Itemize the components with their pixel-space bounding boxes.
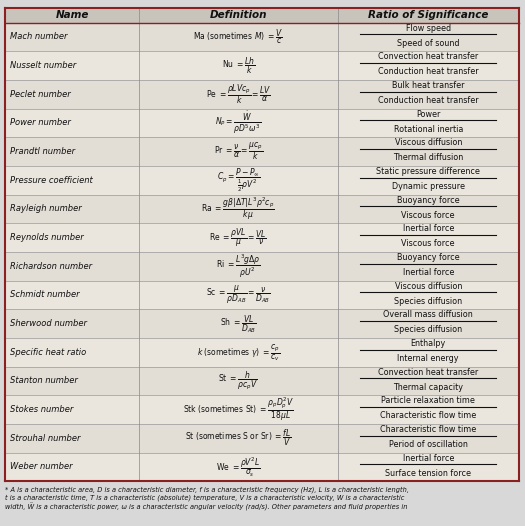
Text: * A is a characteristic area, D is a characteristic diameter, f is a characteris: * A is a characteristic area, D is a cha… [5,487,410,511]
Bar [5,137,519,166]
Text: Nusselt number: Nusselt number [10,61,77,70]
Text: Conduction heat transfer: Conduction heat transfer [378,96,478,105]
Text: Pe $=\dfrac{\rho LVc_p}{k}=\dfrac{LV}{\alpha}$: Pe $=\dfrac{\rho LVc_p}{k}=\dfrac{LV}{\a… [206,83,271,106]
Bar [5,23,519,52]
Text: Viscous force: Viscous force [402,239,455,248]
Bar [5,252,519,281]
Text: Enthalpy: Enthalpy [411,339,446,348]
Text: Overall mass diffusion: Overall mass diffusion [383,310,473,319]
Text: Rayleigh number: Rayleigh number [10,205,82,214]
Text: Species diffusion: Species diffusion [394,325,463,334]
Text: Sh $=\dfrac{VL}{D_{AB}}$: Sh $=\dfrac{VL}{D_{AB}}$ [220,312,257,335]
Text: Stokes number: Stokes number [10,405,74,414]
Text: Speed of sound: Speed of sound [397,38,459,47]
Text: Period of oscillation: Period of oscillation [389,440,468,449]
Text: Convection heat transfer: Convection heat transfer [378,53,478,62]
Text: Prandtl number: Prandtl number [10,147,76,156]
Text: $N_P=\dfrac{\dot{W}}{\rho D^5\omega^3}$: $N_P=\dfrac{\dot{W}}{\rho D^5\omega^3}$ [215,109,261,136]
Text: Thermal diffusion: Thermal diffusion [393,153,464,162]
Text: Pr $=\dfrac{\nu}{\alpha}=\dfrac{\mu c_p}{k}$: Pr $=\dfrac{\nu}{\alpha}=\dfrac{\mu c_p}… [214,141,263,162]
Text: Viscous force: Viscous force [402,210,455,219]
Text: Species diffusion: Species diffusion [394,297,463,306]
Bar [5,367,519,396]
Text: Weber number: Weber number [10,462,73,471]
Bar [5,52,519,80]
Text: Characteristic flow time: Characteristic flow time [380,425,476,434]
Text: Nu $=\dfrac{\mathit{Lh}}{k}$: Nu $=\dfrac{\mathit{Lh}}{k}$ [222,55,255,76]
Text: $C_p=\dfrac{P-P_\infty}{\frac{1}{2}\rho V^2}$: $C_p=\dfrac{P-P_\infty}{\frac{1}{2}\rho … [216,167,260,194]
Bar [5,8,519,23]
Bar [5,424,519,452]
Bar [5,281,519,309]
Text: Inertial force: Inertial force [403,268,454,277]
Text: Convection heat transfer: Convection heat transfer [378,368,478,377]
Text: Richardson number: Richardson number [10,262,92,271]
Text: Inertial force: Inertial force [403,454,454,463]
Bar [5,338,519,367]
Bar [5,452,519,481]
Text: Peclet number: Peclet number [10,90,71,99]
Text: Flow speed: Flow speed [406,24,451,33]
Text: St $=\dfrac{h}{\rho c_p V}$: St $=\dfrac{h}{\rho c_p V}$ [218,370,258,392]
Text: Pressure coefficient: Pressure coefficient [10,176,93,185]
Text: Name: Name [55,10,89,21]
Text: Dynamic pressure: Dynamic pressure [392,182,465,191]
Bar [5,80,519,109]
Text: Buoyancy force: Buoyancy force [397,253,459,262]
Text: Schmidt number: Schmidt number [10,290,80,299]
Text: Conduction heat transfer: Conduction heat transfer [378,67,478,76]
Text: Viscous diffusion: Viscous diffusion [394,282,462,291]
Text: Mach number: Mach number [10,33,68,42]
Bar [5,396,519,424]
Text: Bulk heat transfer: Bulk heat transfer [392,81,465,90]
Text: St (sometimes S or Sr) $=\dfrac{fL}{V}$: St (sometimes S or Sr) $=\dfrac{fL}{V}$ [185,428,292,449]
Text: Strouhal number: Strouhal number [10,434,81,443]
Text: Re $=\dfrac{\rho VL}{\mu}=\dfrac{VL}{\nu}$: Re $=\dfrac{\rho VL}{\mu}=\dfrac{VL}{\nu… [209,226,267,249]
Text: Sherwood number: Sherwood number [10,319,88,328]
Text: Ma (sometimes $\mathit{M}$) $=\dfrac{V}{c}$: Ma (sometimes $\mathit{M}$) $=\dfrac{V}{… [193,28,284,46]
Text: Characteristic flow time: Characteristic flow time [380,411,476,420]
Text: Stanton number: Stanton number [10,377,78,386]
Text: Stk (sometimes St) $=\dfrac{\rho_p D_p^2 V}{18\mu L}$: Stk (sometimes St) $=\dfrac{\rho_p D_p^2… [183,396,294,423]
Text: Reynolds number: Reynolds number [10,233,84,242]
Text: Specific heat ratio: Specific heat ratio [10,348,87,357]
Text: Static pressure difference: Static pressure difference [376,167,480,176]
Text: Power: Power [416,110,440,119]
Text: Inertial force: Inertial force [403,225,454,234]
Text: Power number: Power number [10,118,71,127]
Text: Surface tension force: Surface tension force [385,469,471,478]
Text: We $=\dfrac{\rho V^2 L}{\sigma_s}$: We $=\dfrac{\rho V^2 L}{\sigma_s}$ [216,456,260,479]
Text: Sc $=\dfrac{\mu}{\rho D_{AB}}=\dfrac{\nu}{D_{AB}}$: Sc $=\dfrac{\mu}{\rho D_{AB}}=\dfrac{\nu… [206,284,271,306]
Text: Definition: Definition [209,10,267,21]
Bar [5,195,519,224]
Text: Ri $=\dfrac{L^3g\Delta\rho}{\rho U^2}$: Ri $=\dfrac{L^3g\Delta\rho}{\rho U^2}$ [216,252,261,280]
Text: Ra $=\dfrac{g\beta|\Delta T|L^3\rho^2 c_p}{k\mu}$: Ra $=\dfrac{g\beta|\Delta T|L^3\rho^2 c_… [202,196,275,222]
Text: Thermal capacity: Thermal capacity [393,382,463,391]
Text: Ratio of Significance: Ratio of Significance [368,10,488,21]
Bar [5,109,519,137]
Text: Viscous diffusion: Viscous diffusion [394,138,462,147]
Bar [5,309,519,338]
Text: Buoyancy force: Buoyancy force [397,196,459,205]
Bar [5,166,519,195]
Bar [5,224,519,252]
Text: Rotational inertia: Rotational inertia [394,125,463,134]
Text: Particle relaxation time: Particle relaxation time [381,397,475,406]
Text: $k$ (sometimes $\gamma$) $=\dfrac{c_p}{c_v}$: $k$ (sometimes $\gamma$) $=\dfrac{c_p}{c… [197,342,280,363]
Text: Internal energy: Internal energy [397,354,459,363]
